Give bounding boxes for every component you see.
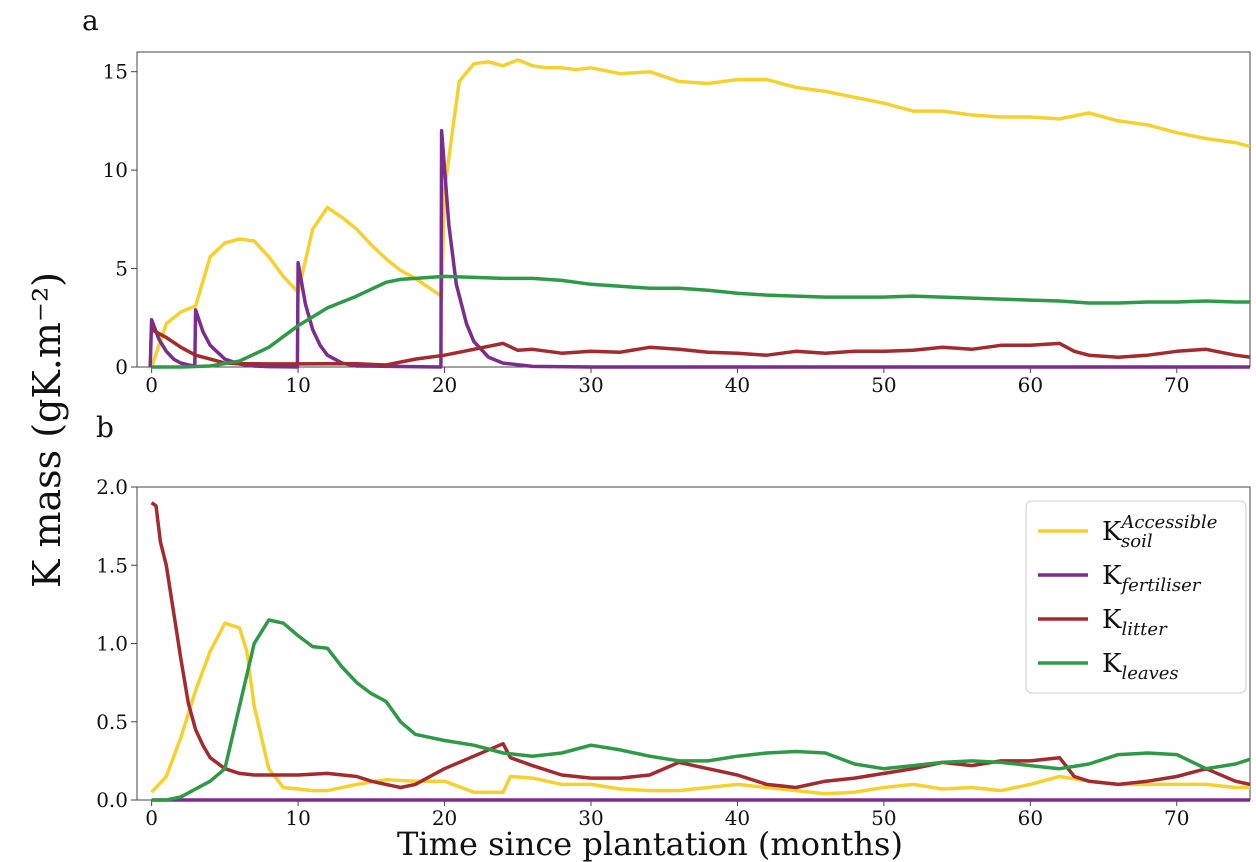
y-tick-label: 2.0 <box>96 475 128 499</box>
x-tick-label: 30 <box>578 373 603 397</box>
y-tick-label: 5 <box>115 257 128 281</box>
legend-entry-litter: Klitter <box>1102 605 1168 640</box>
y-tick-label: 0.5 <box>96 710 128 734</box>
panel-b: b 0 10 20 30 40 50 60 70 0.0 0.5 1.0 1.5 2.0 <box>96 411 1251 830</box>
x-tick-label: 10 <box>285 806 310 830</box>
legend-entry-soil: KAccessible <box>1102 512 1217 547</box>
series-line-soil <box>149 58 1250 368</box>
legend-box <box>1025 500 1247 694</box>
series-line-soil <box>150 621 1250 796</box>
series-line-leaves <box>151 618 1250 802</box>
x-tick-label: 50 <box>871 806 896 830</box>
plot-frame <box>136 51 1251 368</box>
y-tick-label: 15 <box>103 60 128 84</box>
legend-subscript: soil <box>1121 531 1153 552</box>
legend-entry-leaves: Kleaves <box>1102 649 1179 684</box>
panel-a: a 0 10 20 30 40 50 60 70 0 5 10 15 <box>82 4 1251 397</box>
y-tick-label: 1.5 <box>96 553 128 577</box>
x-tick-label: 40 <box>725 806 750 830</box>
series-line-litter <box>150 501 1250 790</box>
x-tick-label: 20 <box>432 373 457 397</box>
x-tick-label: 0 <box>145 373 158 397</box>
x-tick-label: 60 <box>1018 373 1043 397</box>
y-tick-label: 10 <box>103 158 128 182</box>
y-axis-label: K mass (gK.m⁻²) <box>25 272 69 588</box>
y-tick-label: 1.0 <box>96 632 128 656</box>
panel-letter: b <box>96 411 114 444</box>
series-line-leaves <box>151 274 1250 369</box>
y-tick-label: 0.0 <box>96 788 128 812</box>
series-line-fertiliser <box>148 129 1250 369</box>
x-tick-label: 60 <box>1018 806 1043 830</box>
x-tick-label: 50 <box>871 373 896 397</box>
x-tick-label: 0 <box>145 806 158 830</box>
x-tick-label: 20 <box>432 806 457 830</box>
x-tick-label: 70 <box>1164 373 1189 397</box>
x-tick-label: 40 <box>725 373 750 397</box>
series-line-litter <box>150 328 1250 367</box>
panel-letter: a <box>82 4 99 37</box>
x-axis-label: Time since plantation (months) <box>397 825 903 862</box>
x-tick-label: 10 <box>285 373 310 397</box>
x-tick-label: 70 <box>1164 806 1189 830</box>
legend-entry-fertiliser: Kfertiliser <box>1102 561 1202 596</box>
x-tick-label: 30 <box>578 806 603 830</box>
y-tick-label: 0 <box>115 355 128 379</box>
